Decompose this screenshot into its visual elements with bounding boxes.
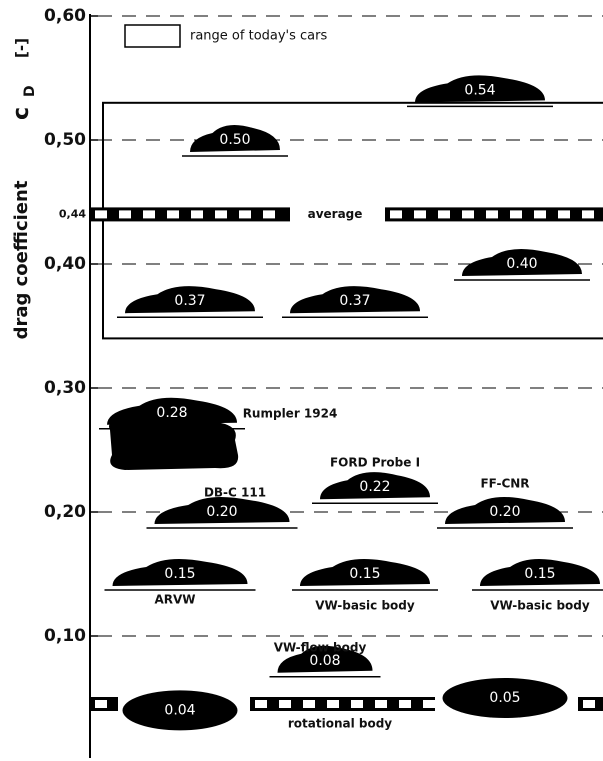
car-silhouette: [445, 496, 565, 524]
y-symbol: c: [9, 107, 34, 120]
rotational-band-cell: [399, 700, 411, 708]
value-label: 0.20: [206, 504, 237, 520]
top-view-silhouette: [109, 420, 239, 470]
rotational-label: rotational body: [288, 717, 392, 731]
average-band-cell: [119, 210, 131, 219]
average-band-cell: [414, 210, 426, 219]
average-band-cell: [263, 210, 275, 219]
average-band-cell: [215, 210, 227, 219]
y-tick-label: 0,10: [44, 626, 86, 646]
car-silhouette: [154, 496, 290, 524]
value-label: 0.22: [359, 479, 390, 495]
rotational-band: [250, 697, 435, 711]
y-tick-label: 0,50: [44, 130, 86, 150]
car-name: DB-C 111: [204, 486, 266, 500]
average-band-cell: [143, 210, 155, 219]
value-label: 0.08: [309, 653, 340, 669]
y-tick-label: 0,40: [44, 254, 86, 274]
average-band-cell: [486, 210, 498, 219]
car-name: VW-basic body: [315, 599, 415, 613]
average-band-cell: [95, 210, 107, 219]
average-band-cell: [191, 210, 203, 219]
value-label: 0.15: [349, 566, 380, 582]
y-tick-label: 0,30: [44, 378, 86, 398]
car-silhouette: [462, 248, 582, 276]
rotational-band-cell: [95, 700, 107, 708]
car-name: VW-basic body: [490, 599, 590, 613]
average-band-cell: [438, 210, 450, 219]
rotational-band-cell: [583, 700, 595, 708]
average-band-cell: [582, 210, 594, 219]
average-band-cell: [239, 210, 251, 219]
car-silhouette: [300, 558, 430, 586]
average-band-cell: [462, 210, 474, 219]
y-unit: [-]: [13, 38, 31, 58]
value-label: 0.20: [489, 504, 520, 520]
legend-swatch: [124, 24, 181, 48]
car-name: FF-CNR: [480, 477, 529, 491]
rotational-band-cell: [327, 700, 339, 708]
car-silhouette: [107, 397, 237, 425]
value-label: 0.28: [156, 405, 187, 421]
car-silhouette: [125, 286, 255, 314]
car-name: FORD Probe I: [330, 456, 420, 470]
value-label: 0.37: [339, 293, 370, 309]
car-name: ARVW: [154, 593, 195, 607]
average-band-cell: [167, 210, 179, 219]
car-silhouette: [290, 286, 420, 314]
value-label: 0.05: [489, 690, 520, 706]
y-axis-label: drag coefficient: [11, 180, 32, 339]
rotational-band-cell: [351, 700, 363, 708]
car-silhouette: [277, 645, 373, 673]
y-tick-label: 0,60: [44, 6, 86, 26]
average-band-cell: [390, 210, 402, 219]
car-name: VW-flow body: [274, 641, 367, 655]
y-tick-label: 0,20: [44, 502, 86, 522]
value-label: 0.40: [506, 256, 537, 272]
car-name: Rumpler 1924: [243, 407, 338, 421]
y-symbol-sub: D: [22, 85, 38, 97]
value-label: 0.04: [164, 702, 195, 718]
rotational-body: [122, 690, 238, 731]
car-silhouette: [320, 472, 430, 500]
value-label: 0.50: [219, 132, 250, 148]
average-band-cell: [510, 210, 522, 219]
rotational-band-cell: [423, 700, 435, 708]
car-silhouette: [112, 558, 248, 586]
rotational-band-cell: [375, 700, 387, 708]
rotational-band-cell: [279, 700, 291, 708]
value-label: 0.15: [524, 566, 555, 582]
value-label: 0.37: [174, 293, 205, 309]
car-silhouette: [190, 124, 280, 152]
y-tick-label: 0,44: [59, 207, 86, 220]
car-silhouette: [415, 75, 545, 103]
value-label: 0.54: [464, 82, 495, 98]
average-band-cell: [534, 210, 546, 219]
average-band-cell: [558, 210, 570, 219]
rotational-band-cell: [255, 700, 267, 708]
average-label: average: [308, 207, 363, 221]
rotational-body: [442, 678, 568, 718]
car-silhouette: [480, 558, 600, 586]
value-label: 0.15: [164, 566, 195, 582]
rotational-band-cell: [303, 700, 315, 708]
legend-label: range of today's cars: [190, 29, 327, 44]
